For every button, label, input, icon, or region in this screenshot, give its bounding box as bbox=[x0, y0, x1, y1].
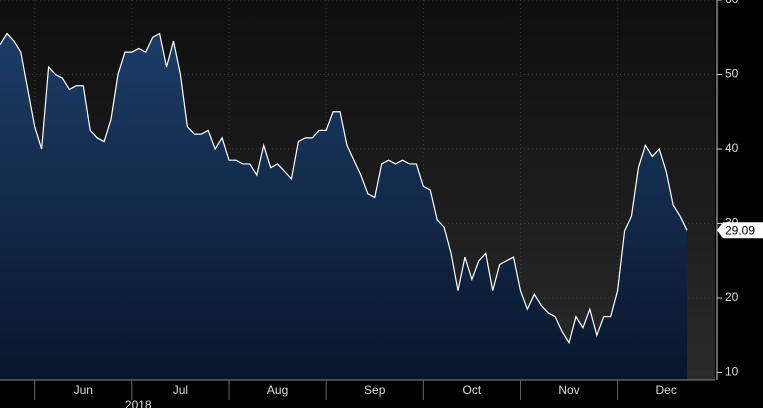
last-value-box bbox=[717, 222, 763, 239]
y-tick-label: 10 bbox=[725, 365, 739, 379]
x-tick-label: Jul bbox=[173, 383, 188, 397]
x-tick-label: Nov bbox=[558, 383, 579, 397]
line bbox=[0, 32, 688, 345]
y-tick-label: 40 bbox=[725, 141, 739, 155]
y-tick-label: 60 bbox=[725, 0, 739, 6]
x-tick-label: Sep bbox=[364, 383, 386, 397]
x-tick-label: Dec bbox=[656, 383, 677, 397]
plot bbox=[0, 32, 688, 380]
y-tick-label: 50 bbox=[725, 67, 739, 81]
x-tick-label: Jun bbox=[74, 383, 93, 397]
area bbox=[0, 33, 687, 380]
y-tick-label: 20 bbox=[725, 290, 739, 304]
year-label: 2018 bbox=[125, 398, 152, 408]
x-tick-label: Aug bbox=[267, 383, 288, 397]
last-value-label: 29.09 bbox=[725, 223, 755, 237]
x-tick-label: Oct bbox=[463, 383, 482, 397]
